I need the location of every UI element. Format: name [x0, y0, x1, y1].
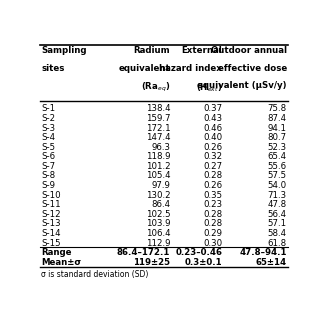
- Text: 0.23: 0.23: [203, 200, 222, 209]
- Text: Mean±σ: Mean±σ: [41, 258, 81, 267]
- Text: 0.30: 0.30: [203, 239, 222, 248]
- Text: 0.28: 0.28: [203, 172, 222, 180]
- Text: 0.26: 0.26: [203, 181, 222, 190]
- Text: 118.9: 118.9: [146, 152, 170, 161]
- Text: 58.4: 58.4: [268, 229, 287, 238]
- Text: 94.1: 94.1: [268, 124, 287, 132]
- Text: 0.35: 0.35: [203, 191, 222, 200]
- Text: 112.9: 112.9: [146, 239, 170, 248]
- Text: 0.32: 0.32: [203, 152, 222, 161]
- Text: 0.46: 0.46: [203, 124, 222, 132]
- Text: 106.4: 106.4: [146, 229, 170, 238]
- Text: 0.26: 0.26: [203, 143, 222, 152]
- Text: 96.3: 96.3: [151, 143, 170, 152]
- Text: S-14: S-14: [41, 229, 61, 238]
- Text: 105.4: 105.4: [146, 172, 170, 180]
- Text: S-4: S-4: [41, 133, 55, 142]
- Text: Outdoor annual: Outdoor annual: [211, 46, 287, 55]
- Text: External: External: [181, 46, 222, 55]
- Text: 56.4: 56.4: [268, 210, 287, 219]
- Text: 0.28: 0.28: [203, 210, 222, 219]
- Text: S-6: S-6: [41, 152, 55, 161]
- Text: (H$_{ext}$): (H$_{ext}$): [196, 81, 222, 94]
- Text: S-7: S-7: [41, 162, 55, 171]
- Text: 52.3: 52.3: [268, 143, 287, 152]
- Text: equivalent (μSv/y): equivalent (μSv/y): [197, 81, 287, 90]
- Text: 87.4: 87.4: [268, 114, 287, 123]
- Text: 61.8: 61.8: [268, 239, 287, 248]
- Text: equivalent: equivalent: [118, 64, 170, 73]
- Text: 103.9: 103.9: [146, 220, 170, 228]
- Text: 57.5: 57.5: [268, 172, 287, 180]
- Text: 0.27: 0.27: [203, 162, 222, 171]
- Text: 130.2: 130.2: [146, 191, 170, 200]
- Text: 86.4–172.1: 86.4–172.1: [117, 248, 170, 257]
- Text: S-9: S-9: [41, 181, 55, 190]
- Text: S-15: S-15: [41, 239, 61, 248]
- Text: S-12: S-12: [41, 210, 61, 219]
- Text: 0.3±0.1: 0.3±0.1: [185, 258, 222, 267]
- Text: 0.40: 0.40: [203, 133, 222, 142]
- Text: (Ra$_{eq}$): (Ra$_{eq}$): [141, 81, 170, 94]
- Text: 138.4: 138.4: [146, 104, 170, 113]
- Text: 172.1: 172.1: [146, 124, 170, 132]
- Text: S-2: S-2: [41, 114, 55, 123]
- Text: 97.9: 97.9: [151, 181, 170, 190]
- Text: 0.28: 0.28: [203, 220, 222, 228]
- Text: 55.6: 55.6: [268, 162, 287, 171]
- Text: S-13: S-13: [41, 220, 61, 228]
- Text: 159.7: 159.7: [146, 114, 170, 123]
- Text: effective dose: effective dose: [218, 64, 287, 73]
- Text: 86.4: 86.4: [151, 200, 170, 209]
- Text: Sampling: Sampling: [41, 46, 87, 55]
- Text: Radium: Radium: [133, 46, 170, 55]
- Text: 0.23–0.46: 0.23–0.46: [175, 248, 222, 257]
- Text: 47.8–94.1: 47.8–94.1: [239, 248, 287, 257]
- Text: 71.3: 71.3: [268, 191, 287, 200]
- Text: S-1: S-1: [41, 104, 55, 113]
- Text: hazard index: hazard index: [159, 64, 222, 73]
- Text: 47.8: 47.8: [268, 200, 287, 209]
- Text: 102.5: 102.5: [146, 210, 170, 219]
- Text: 0.29: 0.29: [203, 229, 222, 238]
- Text: 75.8: 75.8: [268, 104, 287, 113]
- Text: 147.4: 147.4: [146, 133, 170, 142]
- Text: S-8: S-8: [41, 172, 55, 180]
- Text: 65.4: 65.4: [268, 152, 287, 161]
- Text: sites: sites: [41, 64, 65, 73]
- Text: 0.37: 0.37: [203, 104, 222, 113]
- Text: Range: Range: [41, 248, 72, 257]
- Text: S-11: S-11: [41, 200, 61, 209]
- Text: 101.2: 101.2: [146, 162, 170, 171]
- Text: 57.1: 57.1: [268, 220, 287, 228]
- Text: 65±14: 65±14: [256, 258, 287, 267]
- Text: 80.7: 80.7: [268, 133, 287, 142]
- Text: S-10: S-10: [41, 191, 61, 200]
- Text: S-3: S-3: [41, 124, 55, 132]
- Text: 0.43: 0.43: [203, 114, 222, 123]
- Text: σ is standard deviation (SD): σ is standard deviation (SD): [41, 270, 148, 279]
- Text: 54.0: 54.0: [268, 181, 287, 190]
- Text: S-5: S-5: [41, 143, 55, 152]
- Text: 119±25: 119±25: [133, 258, 170, 267]
